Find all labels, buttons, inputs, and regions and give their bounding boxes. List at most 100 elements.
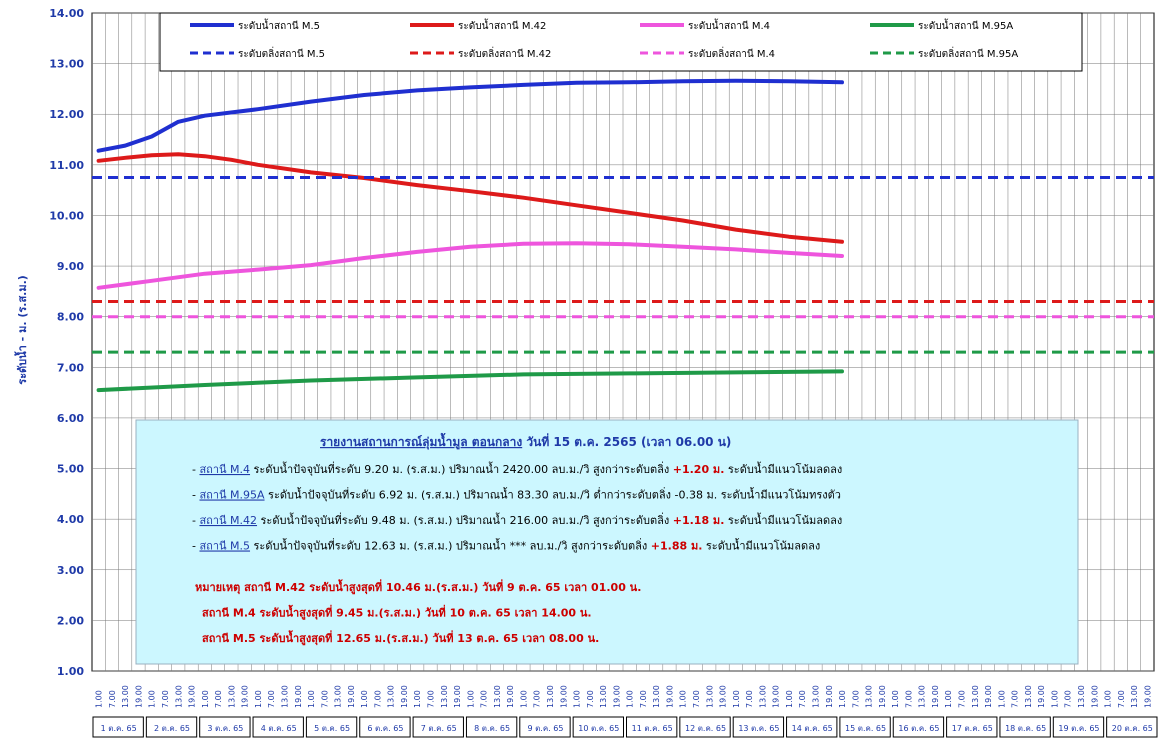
report-station-lines: - สถานี M.4 ระดับน้ำปัจจุบันที่ระดับ 9.2… (192, 461, 842, 553)
report-station-diff: +1.20 ม. (673, 463, 725, 476)
day-label-box (92, 716, 144, 738)
x-tick-label: 19.00 (719, 685, 728, 708)
day-labels-row: 1 ต.ค. 65 2 ต.ค. 65 3 ต.ค. 65 4 ต.ค. 65 5 ต.… (92, 716, 1158, 738)
x-tick-label: 13.00 (1024, 685, 1033, 708)
x-tick-label: 19.00 (506, 685, 515, 708)
y-tick-label: 1.00 (57, 665, 84, 678)
report-station-link[interactable]: สถานี M.5 (199, 540, 250, 553)
report-note: สถานี M.5 ระดับน้ำสูงสุดที่ 12.65 ม.(ร.ส… (202, 630, 599, 646)
x-tick-label: 1.00 (95, 690, 104, 708)
x-tick-label: 13.00 (811, 685, 820, 708)
day-label-box (946, 716, 998, 738)
x-tick-label: 7.00 (798, 690, 807, 708)
day-label-box (786, 716, 838, 738)
x-tick-label: 1.00 (573, 690, 582, 708)
x-tick-label: 19.00 (241, 685, 250, 708)
y-tick-label: 10.00 (49, 209, 84, 222)
day-label-box (519, 716, 571, 738)
y-tick-label: 5.00 (57, 463, 84, 476)
y-tick-label: 14.00 (49, 7, 84, 20)
x-tick-label: 7.00 (373, 690, 382, 708)
legend: ระดับน้ำสถานี M.5 ระดับน้ำสถานี M.42 ระดับ… (190, 18, 1018, 60)
x-tick-label: 1.00 (466, 690, 475, 708)
day-label-box (199, 716, 251, 738)
legend-label: ระดับตลิ่งสถานี M.5 (238, 46, 325, 60)
x-tick-label: 1.00 (997, 690, 1006, 708)
y-tick-label: 12.00 (49, 108, 84, 121)
x-tick-label: 19.00 (612, 685, 621, 708)
series-line (96, 78, 844, 153)
x-tick-label: 7.00 (533, 690, 542, 708)
y-tick-label: 13.00 (49, 58, 84, 71)
x-tick-label: 7.00 (108, 690, 117, 708)
x-tick-label: 7.00 (904, 690, 913, 708)
x-tick-label: 19.00 (1143, 685, 1152, 708)
report-title-main: รายงานสถานการณ์ลุ่มน้ำมูล ตอนกลาง (320, 432, 522, 450)
x-tick-label: 19.00 (1090, 685, 1099, 708)
y-tick-label: 4.00 (57, 513, 84, 526)
y-tick-label: 3.00 (57, 564, 84, 577)
x-tick-label: 7.00 (958, 690, 967, 708)
x-axis-ticks: 1.00 7.00 13.00 19.00 1.00 7.00 13.00 19.00 1.00… (95, 685, 1153, 708)
report-station-link[interactable]: สถานี M.4 (199, 463, 250, 476)
x-tick-label: 13.00 (758, 685, 767, 708)
report-station-prefix: - (192, 489, 199, 502)
report-station-text: ระดับน้ำปัจจุบันที่ระดับ 6.92 ม. (ร.ส.ม.… (265, 487, 675, 502)
day-label-box (1106, 716, 1158, 738)
day-label-box (252, 716, 304, 738)
x-tick-label: 1.00 (626, 690, 635, 708)
x-tick-label: 13.00 (334, 685, 343, 708)
y-axis-label: ระดับน้ำ - ม. (ร.ส.ม.) (14, 275, 29, 385)
day-label: 1 ต.ค. 65 (101, 724, 137, 733)
day-label: 16 ต.ค. 65 (898, 724, 939, 733)
x-tick-label: 13.00 (546, 685, 555, 708)
x-tick-label: 13.00 (652, 685, 661, 708)
day-label: 15 ต.ค. 65 (845, 724, 886, 733)
day-label: 12 ต.ค. 65 (685, 724, 726, 733)
x-tick-label: 19.00 (825, 685, 834, 708)
day-label: 9 ต.ค. 65 (527, 724, 563, 733)
x-tick-label: 13.00 (1130, 685, 1139, 708)
x-tick-label: 19.00 (347, 685, 356, 708)
x-tick-label: 7.00 (851, 690, 860, 708)
x-tick-label: 19.00 (134, 685, 143, 708)
report-station-diff: +1.18 ม. (673, 514, 725, 527)
day-label: 11 ต.ค. 65 (632, 724, 673, 733)
day-label-box (145, 716, 198, 738)
day-label: 8 ต.ค. 65 (474, 724, 510, 733)
day-label-box (839, 716, 891, 738)
report-station-prefix: - (192, 540, 199, 553)
x-tick-label: 19.00 (931, 685, 940, 708)
day-label: 6 ต.ค. 65 (367, 724, 403, 733)
legend-box (159, 12, 1083, 72)
series-line (96, 241, 844, 290)
report-station-diff: +1.88 ม. (651, 540, 703, 553)
x-tick-label: 19.00 (878, 685, 887, 708)
report-station-trend: ระดับน้ำมีแนวโน้มทรงตัว (717, 487, 841, 502)
day-label-box (1052, 716, 1105, 738)
x-tick-label: 19.00 (772, 685, 781, 708)
day-label: 18 ต.ค. 65 (1005, 724, 1046, 733)
x-tick-label: 13.00 (280, 685, 289, 708)
day-label: 7 ต.ค. 65 (421, 724, 457, 733)
report-station-link[interactable]: สถานี M.95A (199, 489, 265, 502)
day-label-box (359, 716, 411, 738)
x-tick-label: 1.00 (679, 690, 688, 708)
report-station-trend: ระดับน้ำมีแนวโน้มลดลง (724, 461, 842, 476)
day-label-box (626, 716, 678, 738)
y-tick-label: 8.00 (57, 311, 84, 324)
day-label-box (892, 716, 945, 738)
report-station-line: - สถานี M.95A ระดับน้ำปัจจุบันที่ระดับ 6… (192, 487, 841, 502)
report-station-trend: ระดับน้ำมีแนวโน้มลดลง (724, 512, 842, 527)
report-station-line: - สถานี M.5 ระดับน้ำปัจจุบันที่ระดับ 12.… (192, 538, 820, 553)
x-tick-label: 7.00 (427, 690, 436, 708)
x-tick-label: 1.00 (519, 690, 528, 708)
y-tick-label: 11.00 (49, 159, 84, 172)
x-tick-label: 1.00 (201, 690, 210, 708)
day-label-box (305, 716, 358, 738)
report-station-link[interactable]: สถานี M.42 (199, 514, 257, 527)
x-tick-label: 1.00 (785, 690, 794, 708)
legend-label: ระดับน้ำสถานี M.5 (238, 18, 320, 32)
x-tick-label: 13.00 (493, 685, 502, 708)
x-tick-label: 7.00 (1117, 690, 1126, 708)
